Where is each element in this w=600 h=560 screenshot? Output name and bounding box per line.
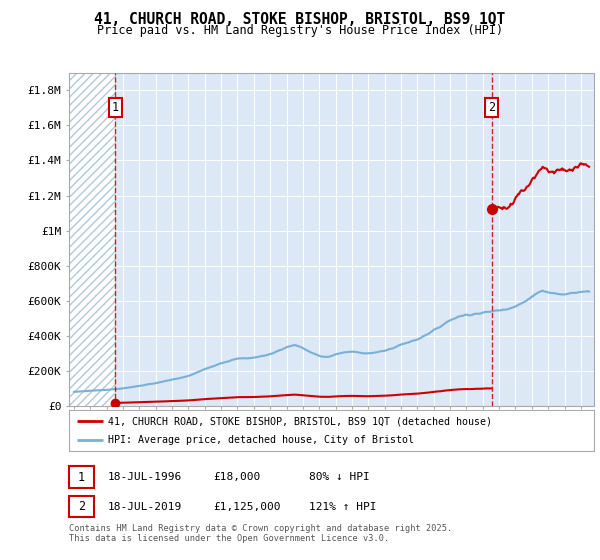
Text: 2: 2 <box>78 500 85 514</box>
Text: 1: 1 <box>112 101 119 114</box>
Text: HPI: Average price, detached house, City of Bristol: HPI: Average price, detached house, City… <box>109 435 415 445</box>
Text: 18-JUL-1996: 18-JUL-1996 <box>108 472 182 482</box>
Text: Contains HM Land Registry data © Crown copyright and database right 2025.: Contains HM Land Registry data © Crown c… <box>69 524 452 533</box>
Text: 1: 1 <box>78 470 85 484</box>
Bar <box>69 73 115 406</box>
Text: 41, CHURCH ROAD, STOKE BISHOP, BRISTOL, BS9 1QT: 41, CHURCH ROAD, STOKE BISHOP, BRISTOL, … <box>94 12 506 27</box>
Text: 2: 2 <box>488 101 495 114</box>
Text: 41, CHURCH ROAD, STOKE BISHOP, BRISTOL, BS9 1QT (detached house): 41, CHURCH ROAD, STOKE BISHOP, BRISTOL, … <box>109 417 493 426</box>
Text: £1,125,000: £1,125,000 <box>213 502 281 512</box>
Text: £18,000: £18,000 <box>213 472 260 482</box>
Text: Price paid vs. HM Land Registry's House Price Index (HPI): Price paid vs. HM Land Registry's House … <box>97 24 503 36</box>
Text: 80% ↓ HPI: 80% ↓ HPI <box>309 472 370 482</box>
Text: This data is licensed under the Open Government Licence v3.0.: This data is licensed under the Open Gov… <box>69 534 389 543</box>
Text: 18-JUL-2019: 18-JUL-2019 <box>108 502 182 512</box>
Text: 121% ↑ HPI: 121% ↑ HPI <box>309 502 377 512</box>
